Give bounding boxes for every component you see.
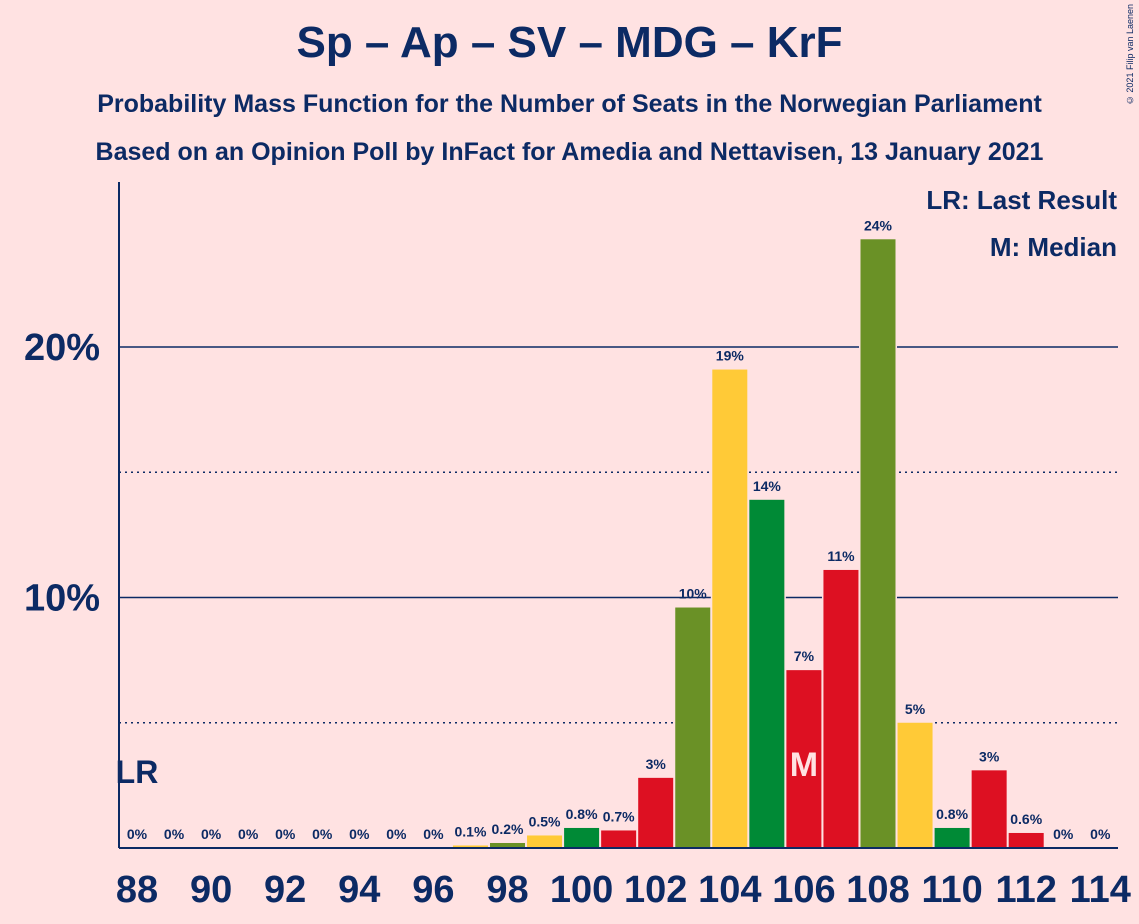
bar-value-label: 0%	[275, 826, 296, 842]
bar	[564, 827, 600, 848]
bar	[675, 607, 711, 848]
median-marker: M	[790, 746, 818, 784]
x-tick-label: 100	[550, 869, 613, 911]
x-tick-label: 96	[412, 869, 454, 911]
chart-source-line: Based on an Opinion Poll by InFact for A…	[95, 138, 1044, 166]
bar-value-label: 0.6%	[1010, 811, 1042, 827]
x-tick-label: 98	[486, 869, 528, 911]
bar-value-label: 3%	[646, 756, 667, 772]
x-tick-label: 112	[996, 869, 1057, 911]
x-tick-label: 102	[624, 869, 687, 911]
bar-value-label: 24%	[864, 217, 893, 233]
bar-value-label: 0.5%	[529, 813, 561, 829]
bar-value-label: 0%	[312, 826, 333, 842]
bar	[823, 569, 859, 848]
gridlines	[119, 346, 1118, 724]
bar-value-label: 3%	[979, 748, 1000, 764]
bar	[749, 499, 785, 848]
bar-value-label: 0.7%	[603, 808, 635, 824]
legend-last-result: LR: Last Result	[926, 185, 1117, 215]
bar-value-label: 14%	[753, 478, 782, 494]
legend-median: M: Median	[989, 232, 1117, 262]
x-tick-label: 94	[338, 869, 380, 911]
y-tick-label: 20%	[24, 327, 100, 369]
bar-value-label: 0%	[349, 826, 370, 842]
bar-value-label: 0.8%	[936, 806, 968, 822]
bar	[527, 835, 563, 848]
bar-value-label: 0%	[127, 826, 148, 842]
x-tick-label: 106	[772, 869, 835, 911]
bar-value-label: 0.1%	[454, 823, 486, 839]
bar	[786, 670, 822, 848]
bar-value-label: 5%	[905, 701, 926, 717]
bar-value-label: 0%	[423, 826, 444, 842]
chart-subtitle: Probability Mass Function for the Number…	[97, 90, 1042, 118]
bar-value-label: 11%	[827, 548, 855, 564]
bar-value-label: 0%	[201, 826, 222, 842]
bar-value-label: 19%	[716, 348, 745, 364]
bar-value-label: 0.2%	[492, 821, 524, 837]
bar	[934, 827, 970, 848]
bars	[451, 237, 1046, 848]
bar-value-label: 0%	[386, 826, 407, 842]
bar	[1008, 832, 1044, 848]
bar-value-label: 0.8%	[566, 806, 598, 822]
bar	[971, 770, 1007, 848]
x-tick-label: 110	[921, 869, 982, 911]
x-tick-label: 92	[264, 869, 306, 911]
bar-value-label: 7%	[794, 648, 815, 664]
last-result-marker: LR	[116, 754, 159, 790]
chart-title: Sp – Ap – SV – MDG – KrF	[296, 18, 843, 67]
bar-labels: 0% 0% 0% 0% 0% 0% 0% 0% 0% 0.1% 0.2% 0.5% 0.8% 0.7% 3%…	[127, 217, 1111, 842]
bar	[860, 239, 896, 848]
bar	[601, 830, 637, 848]
bar-value-label: 0%	[1090, 826, 1111, 842]
markers: LR M	[116, 746, 818, 790]
bar-value-label: 10%	[679, 586, 708, 602]
x-tick-label: 114	[1070, 869, 1131, 911]
bar	[897, 722, 933, 848]
bar	[712, 369, 748, 848]
bar	[452, 845, 488, 848]
bar	[638, 777, 674, 848]
x-tick-label: 90	[190, 869, 232, 911]
bar-value-label: 0%	[1053, 826, 1074, 842]
x-tick-label: 108	[846, 869, 909, 911]
bar-value-label: 0%	[238, 826, 259, 842]
axes: 10% 20% 88 90 92 94 96 98 100 102 104 106 108 110 112 1…	[24, 182, 1131, 911]
y-tick-label: 10%	[24, 578, 100, 620]
x-tick-label: 88	[116, 869, 158, 911]
x-tick-label: 104	[698, 869, 761, 911]
bar	[490, 842, 525, 848]
bar-value-label: 0%	[164, 826, 185, 842]
